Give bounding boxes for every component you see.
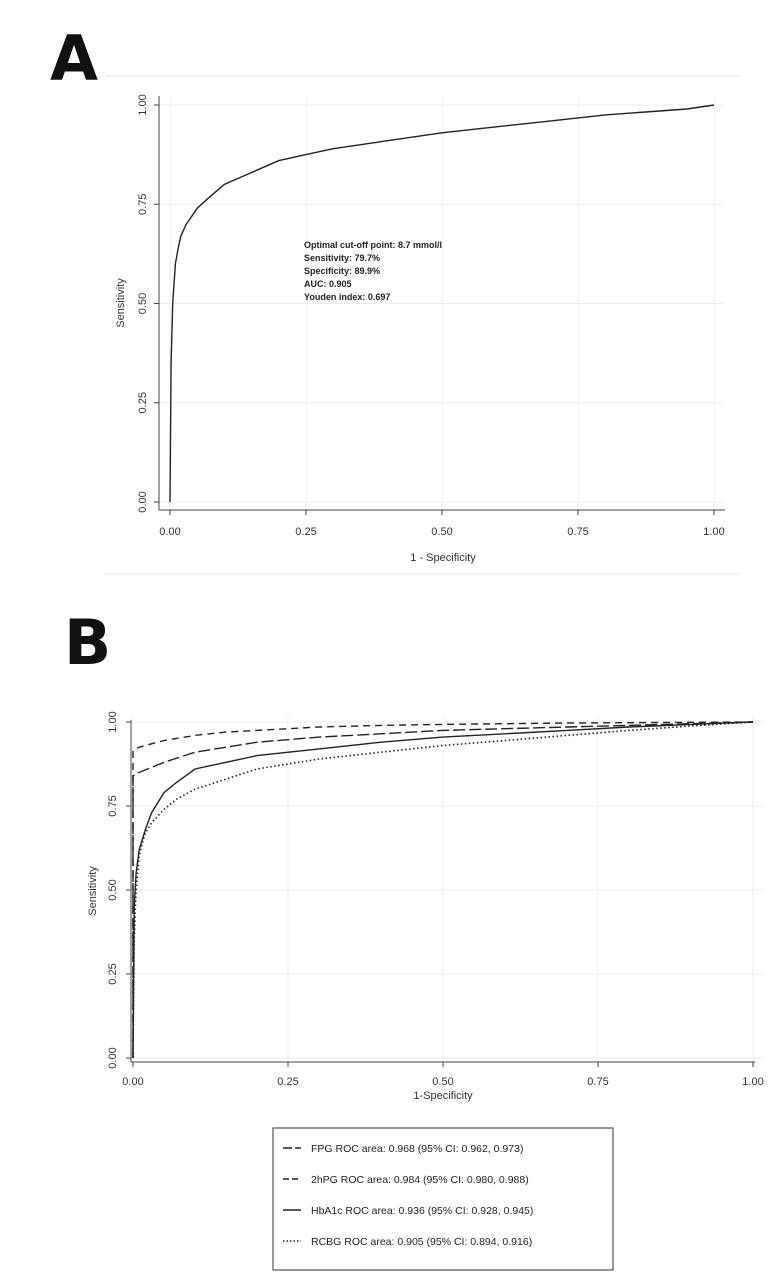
panel-a-series	[169, 104, 715, 503]
y-tick-label: 0.25	[137, 392, 149, 413]
roc-curve-b-0	[132, 721, 754, 1058]
x-tick-label: 0.50	[432, 1076, 453, 1088]
x-tick-label: 0.25	[295, 526, 316, 538]
panel-b-y-ticks: 0.00 0.25 0.50 0.75 1.00	[107, 711, 131, 1069]
annotation-specificity: Specificity: 89.9%	[304, 266, 380, 276]
legend-label: FPG ROC area: 0.968 (95% CI: 0.962, 0.97…	[311, 1143, 523, 1155]
roc-curve-b-1	[132, 721, 754, 1058]
x-tick-label: 0.50	[431, 526, 452, 538]
panel-a-y-ticks: 0.00 0.25 0.50 0.75 1.00	[137, 94, 159, 513]
panel-b-x-ticks: 0.00 0.25 0.50 0.75 1.00	[122, 1062, 764, 1088]
y-tick-label: 0.00	[107, 1047, 119, 1068]
legend-label: 2hPG ROC area: 0.984 (95% CI: 0.980, 0.9…	[311, 1174, 529, 1186]
panel-b-series	[132, 721, 754, 1059]
x-tick-label: 0.00	[159, 526, 180, 538]
panel-b-chart: 0.00 0.25 0.50 0.75 1.00 0.00 0.25 0.50 0.75 1.0…	[87, 711, 764, 1102]
y-tick-label: 1.00	[137, 94, 149, 115]
y-tick-label: 0.75	[107, 795, 119, 816]
panel-a-grid	[159, 99, 724, 510]
panel-b-x-axis-title: 1-Specificity	[413, 1090, 473, 1102]
legend-box	[272, 1127, 614, 1271]
annotation-cutoff: Optimal cut-off point: 8.7 mmol/l	[304, 240, 442, 250]
legend-label: HbA1c ROC area: 0.936 (95% CI: 0.928, 0.…	[311, 1205, 533, 1217]
y-tick-label: 0.00	[137, 491, 149, 512]
x-tick-label: 0.75	[587, 1076, 608, 1088]
roc-curve-b-2	[132, 721, 754, 1059]
y-tick-label: 0.25	[107, 963, 119, 984]
panel-a-annotation: Optimal cut-off point: 8.7 mmol/l Sensit…	[304, 240, 442, 302]
panel-a-chart: 0.00 0.25 0.50 0.75 1.00 0.00 0.25 0.50 0.75 1.0…	[105, 75, 740, 575]
y-tick-label: 0.75	[137, 194, 149, 215]
annotation-youden: Youden index: 0.697	[304, 292, 390, 302]
panel-b-legend: FPG ROC area: 0.968 (95% CI: 0.962, 0.97…	[272, 1127, 614, 1271]
legend-items: FPG ROC area: 0.968 (95% CI: 0.962, 0.97…	[283, 1143, 533, 1248]
legend-label: RCBG ROC area: 0.905 (95% CI: 0.894, 0.9…	[311, 1236, 532, 1248]
x-tick-label: 1.00	[703, 526, 724, 538]
x-tick-label: 1.00	[742, 1076, 763, 1088]
panel-b-grid	[131, 716, 763, 1062]
panel-a-y-axis-title: Sensitivity	[115, 278, 127, 328]
x-tick-label: 0.25	[277, 1076, 298, 1088]
y-tick-label: 0.50	[137, 293, 149, 314]
roc-curve-a-0	[169, 104, 715, 503]
x-tick-label: 0.00	[122, 1076, 143, 1088]
annotation-auc: AUC: 0.905	[304, 279, 352, 289]
y-tick-label: 1.00	[107, 711, 119, 732]
y-tick-label: 0.50	[107, 879, 119, 900]
panel-b-y-axis-title: Sensitivity	[87, 866, 99, 916]
panel-a-label: A	[50, 22, 98, 95]
x-tick-label: 0.75	[567, 526, 588, 538]
annotation-sensitivity: Sensitivity: 79.7%	[304, 253, 380, 263]
panel-b-label: B	[64, 606, 112, 679]
panel-a-x-axis-title: 1 - Specificity	[410, 552, 476, 564]
panel-a-x-ticks: 0.00 0.25 0.50 0.75 1.00	[159, 510, 725, 538]
